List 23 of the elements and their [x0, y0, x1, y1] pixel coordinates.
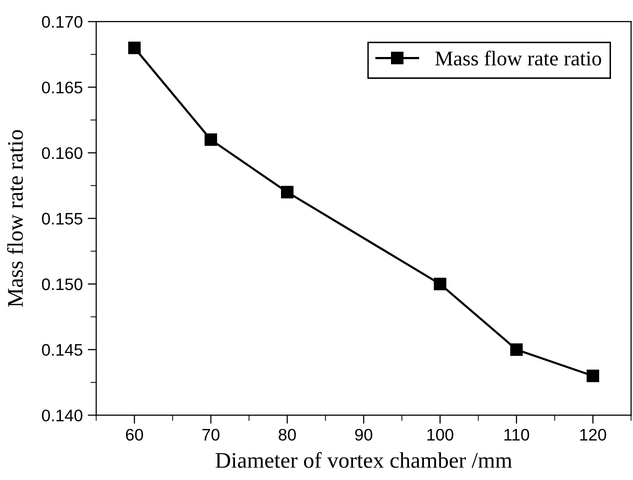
x-tick-label: 80 [278, 428, 296, 441]
y-tick-label: 0.160 [42, 147, 82, 160]
y-tick-label: 0.140 [42, 410, 82, 422]
y-tick-label: 0.155 [42, 212, 82, 225]
x-axis-title: Diameter of vortex chamber /mm [216, 452, 512, 468]
point [204, 133, 218, 146]
point [128, 42, 141, 54]
x-tick-label: 90 [355, 428, 372, 441]
legend-label: Mass flow rate ratio [435, 50, 602, 66]
y-tick-label: 0.150 [42, 278, 82, 290]
point [510, 343, 523, 356]
y-tick-label: 0.170 [42, 16, 82, 28]
point [280, 186, 294, 198]
y-tick-label: 0.165 [42, 82, 82, 94]
point [586, 370, 600, 382]
y-tick-label: 0.145 [42, 344, 82, 356]
x-tick-label: 120 [580, 428, 606, 441]
point [434, 278, 446, 290]
x-tick-label: 60 [126, 428, 144, 441]
x-tick-label: 110 [504, 428, 530, 441]
y-axis-title: Mass flow rate ratio [7, 130, 23, 307]
x-tick-label: 70 [202, 428, 220, 441]
x-tick-label: 100 [427, 428, 454, 441]
